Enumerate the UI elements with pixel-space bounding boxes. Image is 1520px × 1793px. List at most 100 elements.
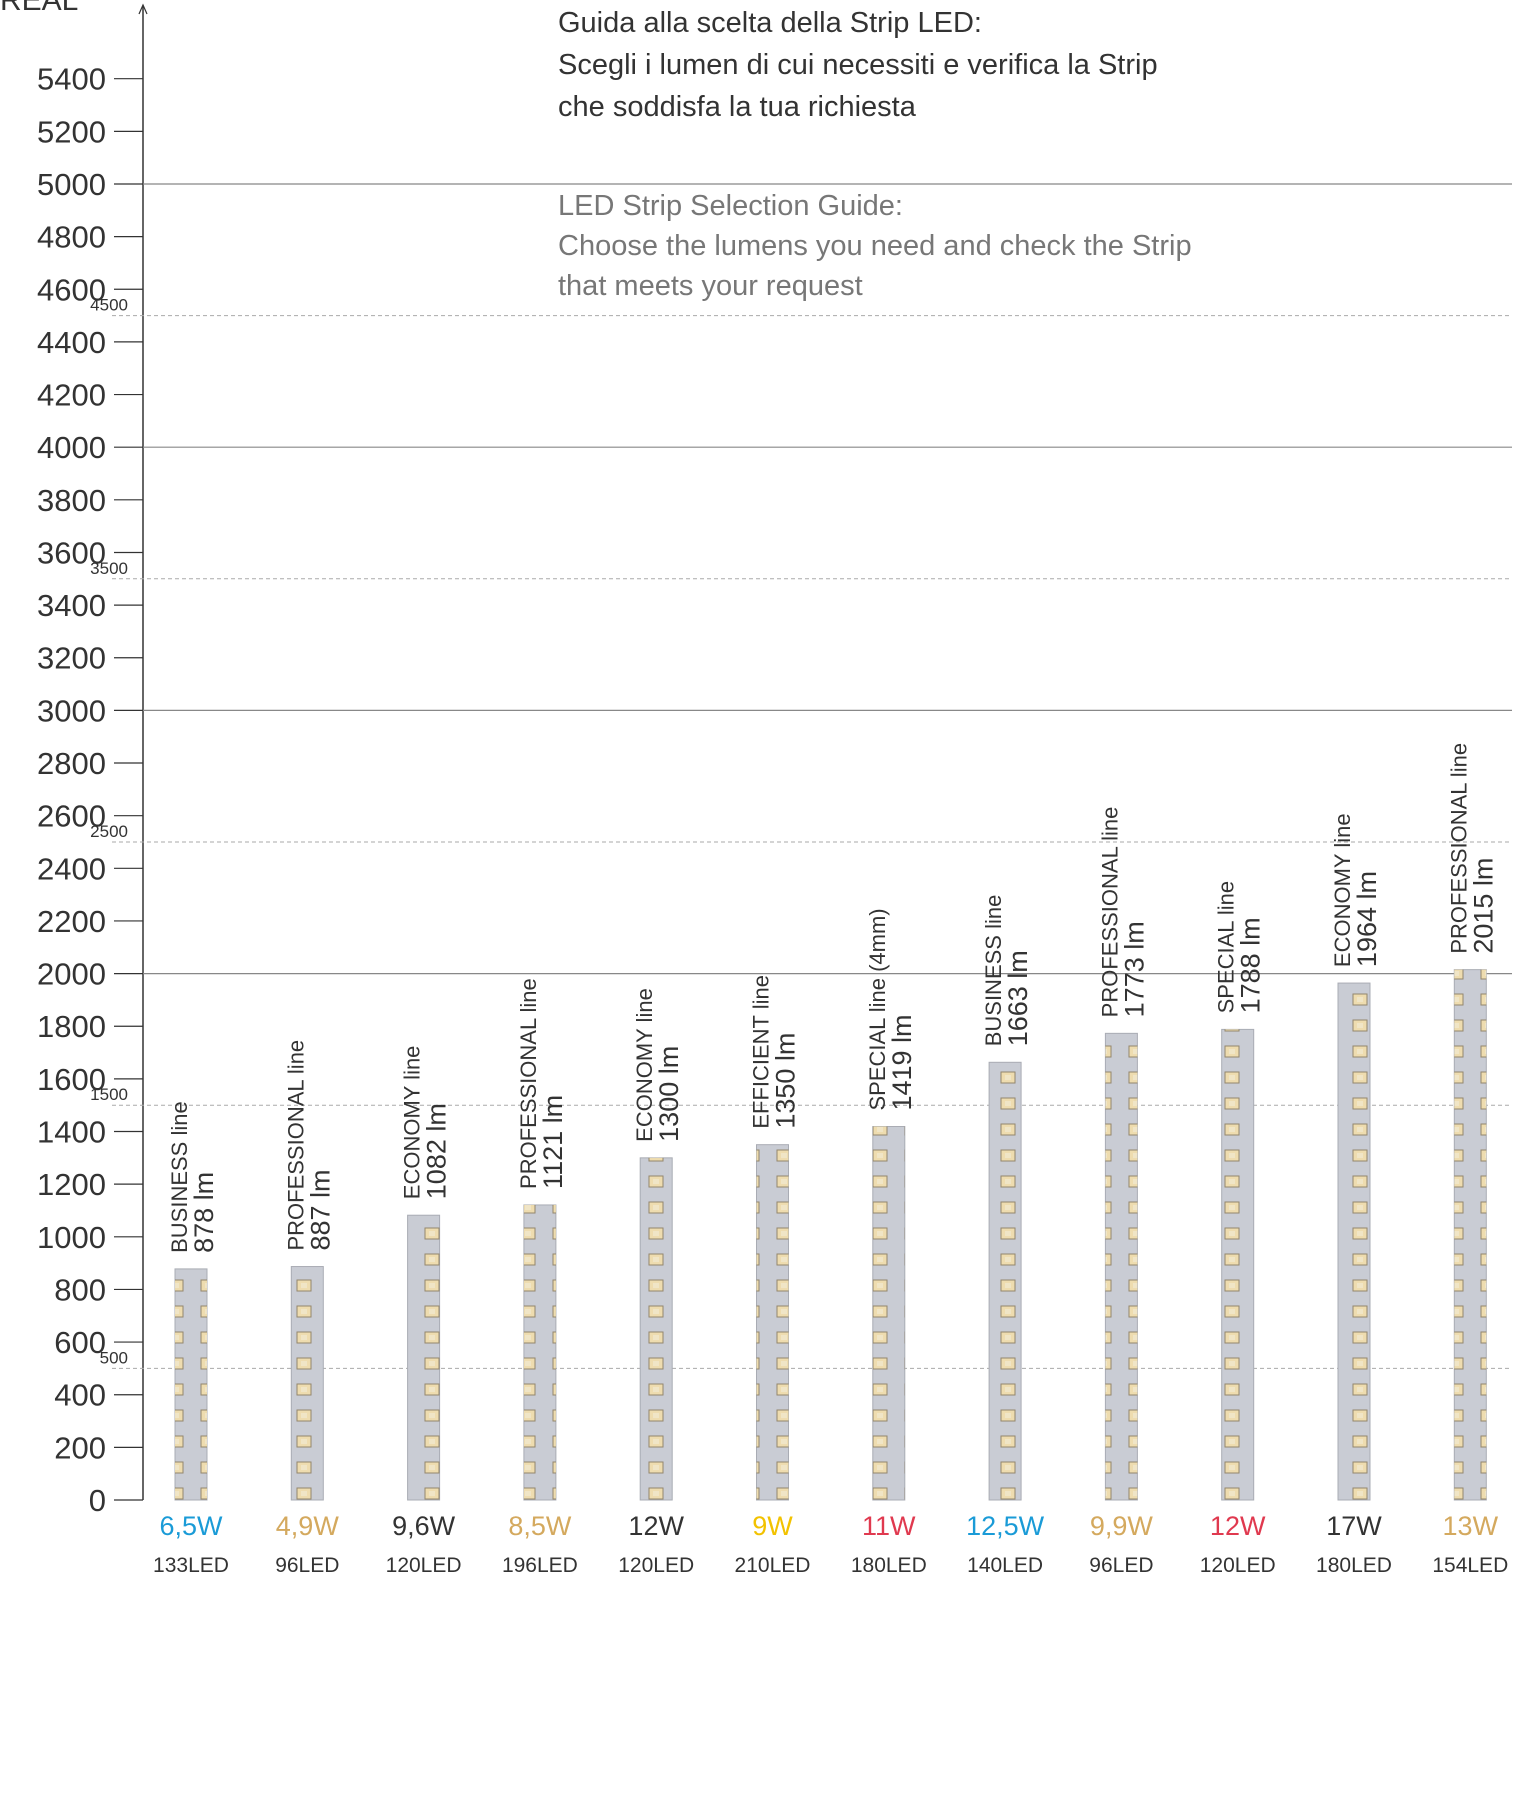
- lumen-label: 1773 lm: [1119, 921, 1149, 1017]
- watt-label: 4,9W: [276, 1511, 340, 1541]
- y-tick-label: 4600: [37, 272, 106, 307]
- bar-group: [290, 1266, 324, 1501]
- bar-leds: [1221, 1029, 1254, 1500]
- bar-group: [523, 1204, 557, 1501]
- led-count: 180LED: [851, 1554, 927, 1577]
- lumen-label: 1121 lm: [538, 1095, 568, 1189]
- watt-label: 12W: [1210, 1511, 1266, 1541]
- watt-label: 11W: [862, 1511, 916, 1541]
- watt-label: 6,5W: [159, 1511, 223, 1541]
- lumen-label: 1082 lm: [422, 1103, 452, 1199]
- bar-group: [1337, 982, 1371, 1501]
- line-name: PROFESSIONAL line: [1097, 807, 1122, 1018]
- y-tick-label: 2000: [37, 957, 106, 992]
- bar-leds: [175, 1268, 207, 1500]
- y-tick-label: 600: [54, 1325, 106, 1360]
- line-name: EFFICIENT line: [749, 975, 774, 1129]
- led-count: 154LED: [1432, 1554, 1508, 1577]
- lumen-label: 1663 lm: [1003, 950, 1033, 1046]
- led-count: 120LED: [386, 1554, 462, 1577]
- led-count: 196LED: [502, 1554, 578, 1577]
- line-name: PROFESSIONAL line: [283, 1040, 308, 1251]
- dashed-grid-label: 3500: [90, 559, 128, 578]
- title-en: that meets your request: [558, 270, 863, 302]
- y-tick-label: 200: [54, 1430, 106, 1465]
- y-tick-label: 2600: [37, 799, 106, 834]
- bar-leds: [872, 1126, 905, 1500]
- y-tick-label: 1400: [37, 1115, 106, 1150]
- led-count: 120LED: [618, 1554, 694, 1577]
- y-tick-label: 4400: [37, 325, 106, 360]
- y-tick-label: 4200: [37, 378, 106, 413]
- bar-group: [756, 1144, 789, 1501]
- y-tick-label: 3400: [37, 588, 106, 623]
- y-tick-label: 3000: [37, 693, 106, 728]
- bar-leds: [640, 1157, 673, 1500]
- axis-arrow: [138, 3, 148, 15]
- bar-group: [1104, 1032, 1138, 1501]
- line-name: PROFESSIONAL line: [516, 978, 541, 1189]
- line-name: BUSINESS line: [981, 895, 1006, 1047]
- lumen-label: 1350 lm: [771, 1033, 801, 1129]
- led-count: 120LED: [1200, 1554, 1276, 1577]
- y-tick-label: 1800: [37, 1009, 106, 1044]
- bar-group: [174, 1268, 208, 1501]
- y-tick-label: 800: [54, 1272, 106, 1307]
- lumen-label: 1788 lm: [1236, 917, 1266, 1013]
- bar-leds: [291, 1266, 324, 1500]
- bar-leds: [1105, 1033, 1138, 1500]
- bar-group: [1453, 969, 1487, 1501]
- y-tick-label: 400: [54, 1378, 106, 1413]
- line-name: ECONOMY line: [1330, 813, 1355, 967]
- line-name: ECONOMY line: [400, 1046, 425, 1200]
- lumen-label: 887 lm: [305, 1169, 335, 1250]
- title-en: LED Strip Selection Guide:: [558, 190, 903, 222]
- watt-label: 9W: [752, 1511, 793, 1541]
- watt-label: 17W: [1326, 1511, 1382, 1541]
- y-tick-label: 2400: [37, 851, 106, 886]
- watt-label: 9,6W: [392, 1511, 456, 1541]
- bar-leds: [523, 1204, 556, 1500]
- y-tick-label: 1000: [37, 1220, 106, 1255]
- y-tick-label: 5200: [37, 114, 106, 149]
- bar-group: [1221, 1028, 1255, 1501]
- y-tick-label: 5400: [37, 62, 106, 97]
- watt-label: 13W: [1443, 1511, 1499, 1541]
- watt-label: 9,9W: [1090, 1511, 1154, 1541]
- bar-leds: [989, 1062, 1022, 1500]
- y-tick-label: 5000: [37, 167, 106, 202]
- y-tick-label: 2800: [37, 746, 106, 781]
- line-name: PROFESSIONAL line: [1446, 743, 1471, 954]
- dashed-grid-label: 2500: [90, 822, 128, 841]
- watt-label: 12,5W: [966, 1511, 1045, 1541]
- lumen-label: 2015 lm: [1468, 858, 1498, 954]
- watt-label: 8,5W: [508, 1511, 572, 1541]
- dashed-grid-label: 500: [100, 1348, 128, 1367]
- bar-leds: [756, 1144, 789, 1500]
- axis-label: REAL: [0, 0, 78, 17]
- y-tick-label: 2200: [37, 904, 106, 939]
- line-name: SPECIAL line: [1214, 881, 1239, 1013]
- y-tick-label: 1600: [37, 1062, 106, 1097]
- y-tick-label: 4000: [37, 430, 106, 465]
- title-it: che soddisfa la tua richiesta: [558, 91, 917, 123]
- bar-group: [639, 1157, 673, 1501]
- watt-label: 12W: [628, 1511, 684, 1541]
- led-count: 96LED: [275, 1554, 339, 1577]
- line-name: ECONOMY line: [632, 988, 657, 1142]
- lumen-label: 1300 lm: [654, 1046, 684, 1142]
- led-count: 210LED: [735, 1554, 811, 1577]
- lumen-label: 1964 lm: [1352, 871, 1382, 967]
- title-en: Choose the lumens you need and check the…: [558, 230, 1192, 262]
- bar-group: [407, 1214, 441, 1501]
- line-name: SPECIAL line (4mm): [865, 908, 890, 1110]
- y-tick-label: 3200: [37, 641, 106, 676]
- line-name: BUSINESS line: [167, 1101, 192, 1253]
- title-it: Scegli i lumen di cui necessiti e verifi…: [558, 49, 1158, 81]
- led-count: 180LED: [1316, 1554, 1392, 1577]
- bar-leds: [407, 1215, 440, 1500]
- y-tick-label: 4800: [37, 220, 106, 255]
- title-it: Guida alla scelta della Strip LED:: [558, 7, 982, 39]
